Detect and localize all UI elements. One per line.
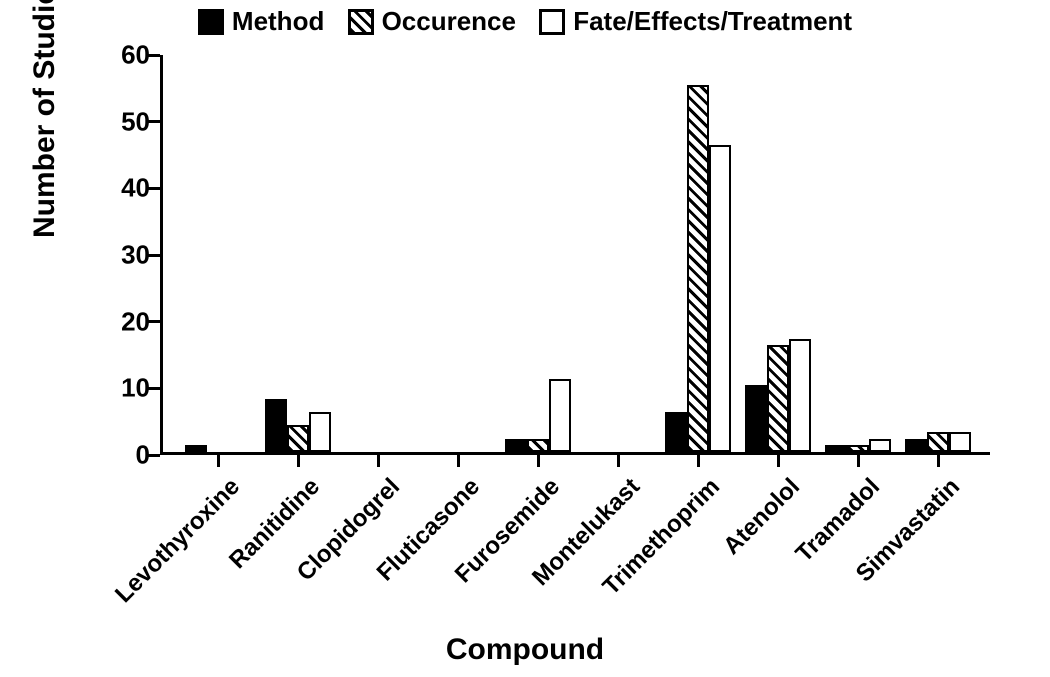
x-tick-label: Simvastatin bbox=[805, 473, 966, 634]
bar-fate bbox=[949, 432, 971, 452]
bar-method bbox=[665, 412, 687, 452]
bar-chart: Method Occurence Fate/Effects/Treatment … bbox=[0, 0, 1050, 677]
bar-fate bbox=[709, 145, 731, 452]
bar-occurence bbox=[687, 85, 709, 452]
y-tick-label: 40 bbox=[105, 173, 150, 204]
x-tick-label: Tramadol bbox=[725, 473, 886, 634]
bar-occurence bbox=[767, 345, 789, 452]
bar-occurence bbox=[847, 445, 869, 452]
bar-occurence bbox=[927, 432, 949, 452]
x-tick bbox=[537, 455, 540, 467]
bar-fate bbox=[869, 439, 891, 452]
x-axis-line bbox=[160, 452, 990, 455]
bar-method bbox=[265, 399, 287, 452]
x-tick bbox=[617, 455, 620, 467]
y-tick-label: 0 bbox=[105, 440, 150, 471]
square-icon bbox=[198, 9, 224, 35]
bar-method bbox=[505, 439, 527, 452]
bar-method bbox=[185, 445, 207, 452]
x-tick bbox=[857, 455, 860, 467]
y-axis-title: Number of Studies bbox=[28, 0, 62, 238]
bar-fate bbox=[549, 379, 571, 452]
legend-item-method: Method bbox=[198, 6, 324, 37]
x-tick bbox=[777, 455, 780, 467]
legend-label: Fate/Effects/Treatment bbox=[573, 6, 852, 37]
x-tick-label: Clopidogrel bbox=[245, 473, 406, 634]
bar-fate bbox=[789, 339, 811, 452]
x-tick bbox=[297, 455, 300, 467]
square-icon bbox=[539, 9, 565, 35]
bar-method bbox=[905, 439, 927, 452]
x-tick bbox=[697, 455, 700, 467]
x-axis-title: Compound bbox=[0, 633, 1050, 667]
y-axis-line bbox=[160, 55, 163, 455]
legend-item-fate: Fate/Effects/Treatment bbox=[539, 6, 852, 37]
legend-label: Occurence bbox=[382, 6, 516, 37]
x-tick-label: Furosemide bbox=[405, 473, 566, 634]
legend-label: Method bbox=[232, 6, 324, 37]
square-icon bbox=[348, 9, 374, 35]
x-tick-label: Atenolol bbox=[645, 473, 806, 634]
x-tick-label: Trimethoprim bbox=[565, 473, 726, 634]
y-tick-label: 10 bbox=[105, 373, 150, 404]
x-tick bbox=[457, 455, 460, 467]
x-tick-label: Levothyroxine bbox=[85, 473, 246, 634]
x-tick bbox=[937, 455, 940, 467]
bar-method bbox=[825, 445, 847, 452]
bar-occurence bbox=[527, 439, 549, 452]
legend: Method Occurence Fate/Effects/Treatment bbox=[0, 6, 1050, 42]
x-tick bbox=[377, 455, 380, 467]
y-tick-label: 50 bbox=[105, 106, 150, 137]
bar-fate bbox=[309, 412, 331, 452]
x-tick-label: Fluticasone bbox=[325, 473, 486, 634]
y-tick-label: 30 bbox=[105, 240, 150, 271]
bar-method bbox=[745, 385, 767, 452]
bar-occurence bbox=[287, 425, 309, 452]
y-tick-label: 20 bbox=[105, 306, 150, 337]
x-tick bbox=[217, 455, 220, 467]
y-tick-label: 60 bbox=[105, 40, 150, 71]
plot-area: 0102030405060LevothyroxineRanitidineClop… bbox=[160, 55, 990, 455]
legend-item-occurence: Occurence bbox=[348, 6, 516, 37]
x-tick-label: Montelukast bbox=[485, 473, 646, 634]
x-tick-label: Ranitidine bbox=[165, 473, 326, 634]
